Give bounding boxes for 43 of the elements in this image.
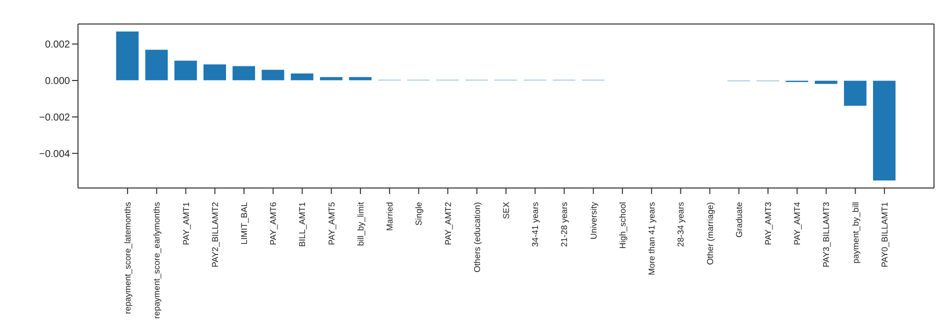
x-tick-label: PAY3_BILLAMT3 <box>821 202 832 268</box>
x-tick-label: PAY0_BILLAMT1 <box>879 202 890 268</box>
bar <box>202 64 226 81</box>
x-tick-label: Others (education) <box>472 202 482 272</box>
x-tick-label: PAY2_BILLAMT2 <box>210 202 220 268</box>
x-tick-label: PAY_AMT5 <box>326 202 336 246</box>
x-tick-label: LIMIT_BAL <box>239 202 249 245</box>
bar <box>116 31 140 81</box>
y-tick-label: 0.000 <box>44 76 70 88</box>
x-tick-label: High_school <box>617 202 628 249</box>
y-tick-label: −0.004 <box>39 148 70 160</box>
x-tick-label: More than 41 years <box>646 202 657 276</box>
x-tick-label: Married <box>384 202 395 231</box>
x-tick-label: PAY_AMT1 <box>180 202 191 246</box>
y-tick-label: −0.002 <box>39 112 70 124</box>
bar <box>348 76 372 81</box>
x-tick-label: PAY_AMT4 <box>792 202 802 246</box>
x-tick-label: Other (marriage) <box>704 202 715 265</box>
x-tick-label: payment_by_bill <box>850 202 860 264</box>
x-tick-label: 34-41 years <box>530 202 540 247</box>
bar <box>814 80 838 84</box>
bar <box>232 66 256 81</box>
x-tick-label: PAY_AMT3 <box>763 202 773 246</box>
bar <box>144 49 168 81</box>
x-tick-label: University <box>588 201 598 240</box>
bar <box>872 80 896 181</box>
x-tick-label: SEX <box>501 202 511 220</box>
x-tick-label: Graduate <box>734 202 744 238</box>
x-tick-label: BILL_AMT1 <box>297 202 308 247</box>
x-tick-label: Single <box>414 202 424 226</box>
x-tick-label: repayment_score_latemonths <box>122 202 133 314</box>
x-tick-label: PAY_AMT6 <box>268 202 278 246</box>
x-tick-label: repayment_score_earlymonths <box>152 202 162 319</box>
x-tick-label: PAY_AMT2 <box>442 202 453 246</box>
y-tick-label: 0.002 <box>44 40 70 51</box>
x-tick-label: 28-34 years <box>676 202 686 247</box>
bar <box>290 72 314 81</box>
bar <box>319 76 343 81</box>
bar <box>843 80 867 106</box>
x-tick-label: 21-28 years <box>559 202 570 247</box>
bar <box>174 60 198 81</box>
bar <box>261 69 285 81</box>
x-tick-label: bill_by_limit <box>355 201 366 246</box>
